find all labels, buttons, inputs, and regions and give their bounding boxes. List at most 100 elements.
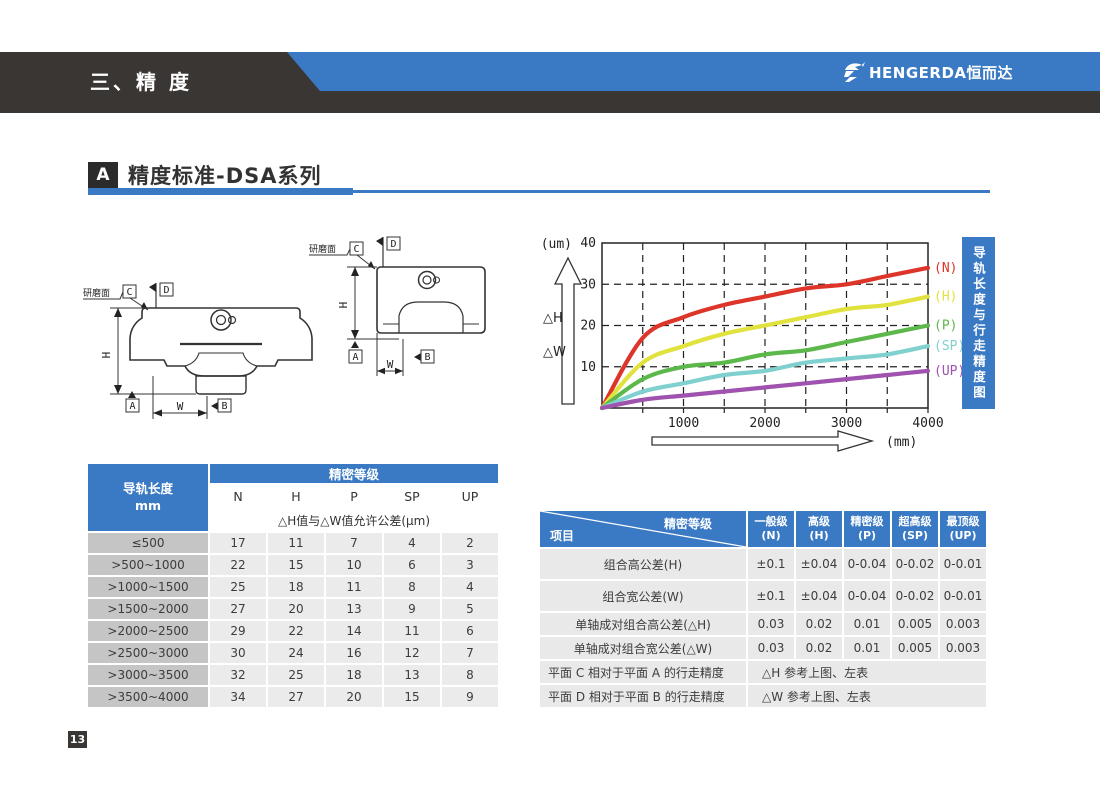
tolerance-value-cell: 20: [326, 687, 382, 707]
spec-value-cell: 0.02: [796, 613, 842, 635]
svg-text:3000: 3000: [831, 416, 862, 431]
svg-text:A: A: [129, 401, 135, 412]
tolerance-value-cell: 17: [210, 533, 266, 553]
carriage-cross-section-diagram: 研磨面 C D H: [83, 282, 313, 419]
datum-box-c: [349, 241, 364, 256]
spec-value-cell: ±0.04: [796, 549, 842, 579]
svg-text:D: D: [390, 239, 396, 250]
datum-box-d: [386, 236, 401, 251]
table-row: >1000~1500 25 18 11 8 4: [88, 577, 498, 597]
section-badge: A: [88, 162, 118, 189]
w-dimension: W B: [152, 376, 232, 419]
spec-value-cell: 0-0.04: [844, 549, 890, 579]
rail-length-header: 导轨长度 mm: [88, 464, 208, 531]
spec-value-cell: 0.003: [940, 613, 986, 635]
series-curve-P: [599, 323, 931, 411]
brand-logo: HENGERDA恒而达: [842, 61, 1013, 83]
spec-value-cell: 0-0.02: [892, 581, 938, 611]
table-row: 单轴成对组合宽公差(△W) 0.03 0.02 0.01 0.005 0.003: [540, 637, 986, 659]
tolerance-value-cell: 8: [384, 577, 440, 597]
svg-text:1000: 1000: [668, 416, 699, 431]
tolerance-value-cell: 18: [326, 665, 382, 685]
spec-value-cell: ±0.1: [748, 549, 794, 579]
spec-item-cell: 单轴成对组合宽公差(△W): [540, 637, 746, 659]
spec-reference-cell: △W 参考上图、左表: [748, 685, 986, 707]
length-range-cell: ≤500: [88, 533, 208, 553]
grade-group-header: 精密等级: [210, 464, 498, 483]
grade-column-header: P: [326, 485, 382, 507]
svg-text:(um): (um): [541, 237, 572, 252]
table-row: >2000~2500 29 22 14 11 6: [88, 621, 498, 641]
tolerance-value-cell: 25: [210, 577, 266, 597]
spec-value-cell: 0.003: [940, 637, 986, 659]
tolerance-value-cell: 14: [326, 621, 382, 641]
length-range-cell: >500~1000: [88, 555, 208, 575]
grease-nipple-icon: [210, 309, 232, 331]
svg-text:4000: 4000: [912, 416, 943, 431]
grinding-surface-label: 研磨面: [83, 288, 110, 299]
grinding-surface-callout: 研磨面 C: [309, 241, 376, 270]
spec-value-cell: 0-0.01: [940, 549, 986, 579]
tolerance-value-cell: 29: [210, 621, 266, 641]
tolerance-value-cell: 25: [268, 665, 324, 685]
legend-label-P: (P): [934, 319, 957, 334]
datum-box-c: [122, 284, 137, 299]
tolerance-value-cell: 16: [326, 643, 382, 663]
grade-column-header: 最顶级 (UP): [940, 511, 986, 547]
grade-column-header: 精密级 (P): [844, 511, 890, 547]
svg-text:10: 10: [580, 360, 596, 375]
datum-d-callout: D: [149, 282, 174, 308]
page-number: 13: [68, 731, 87, 748]
datum-box-d: [159, 282, 174, 297]
grinding-surface-callout: 研磨面 C: [83, 284, 149, 311]
tolerance-value-cell: 6: [384, 555, 440, 575]
spec-value-cell: 0.03: [748, 637, 794, 659]
section-title: 精度标准-DSA系列: [128, 164, 322, 188]
grade-column-header: N: [210, 485, 266, 507]
spec-value-cell: 0-0.02: [892, 549, 938, 579]
legend-label-N: (N): [934, 261, 957, 276]
spec-value-cell: 0.005: [892, 637, 938, 659]
spec-value-cell: ±0.1: [748, 581, 794, 611]
tolerance-value-cell: 9: [442, 687, 498, 707]
svg-text:B: B: [221, 401, 227, 412]
tolerance-value-cell: 18: [268, 577, 324, 597]
length-range-cell: >3000~3500: [88, 665, 208, 685]
tolerance-value-cell: 32: [210, 665, 266, 685]
tolerance-value-cell: 4: [442, 577, 498, 597]
spec-item-cell: 单轴成对组合高公差(△H): [540, 613, 746, 635]
table-row: >3500~4000 34 27 20 15 9: [88, 687, 498, 707]
svg-text:30: 30: [580, 277, 596, 292]
datum-a-marker: A: [348, 341, 363, 364]
tolerance-value-cell: 11: [268, 533, 324, 553]
svg-text:△W: △W: [543, 345, 566, 360]
grade-column-header: 超高级 (SP): [892, 511, 938, 547]
svg-text:40: 40: [580, 236, 596, 251]
tolerance-table: 导轨长度 mm 精密等级 N H P SP UP △H值与△W值允许公差(μm) ≤500 17 1…: [86, 462, 500, 709]
tolerance-value-cell: 24: [268, 643, 324, 663]
tolerance-value-cell: 2: [442, 533, 498, 553]
tolerance-value-cell: 11: [384, 621, 440, 641]
svg-text:H: H: [337, 302, 350, 309]
tolerance-value-cell: 13: [326, 599, 382, 619]
spec-value-cell: 0.005: [892, 613, 938, 635]
spec-value-cell: 0.03: [748, 613, 794, 635]
series-curve-SP: [599, 344, 931, 411]
tolerance-value-cell: 7: [326, 533, 382, 553]
spec-value-cell: ±0.04: [796, 581, 842, 611]
tolerance-value-cell: 15: [384, 687, 440, 707]
table-row: >500~1000 22 15 10 6 3: [88, 555, 498, 575]
grade-spec-table: 精密等级 项目 一般级 (N) 高级 (H) 精密级 (P) 超高级 (SP) 最顶级 (U…: [538, 509, 988, 709]
diagonal-header-cell: 精密等级 项目: [540, 511, 746, 547]
tolerance-value-cell: 4: [384, 533, 440, 553]
svg-text:20: 20: [580, 319, 596, 334]
spec-value-cell: 0.02: [796, 637, 842, 659]
series-curve-UP: [599, 368, 931, 411]
grade-column-header: 一般级 (N): [748, 511, 794, 547]
datum-box-b: [217, 398, 232, 413]
spec-reference-cell: △H 参考上图、左表: [748, 661, 986, 683]
svg-text:2000: 2000: [749, 416, 780, 431]
length-range-cell: >1000~1500: [88, 577, 208, 597]
grade-column-header: 高级 (H): [796, 511, 842, 547]
